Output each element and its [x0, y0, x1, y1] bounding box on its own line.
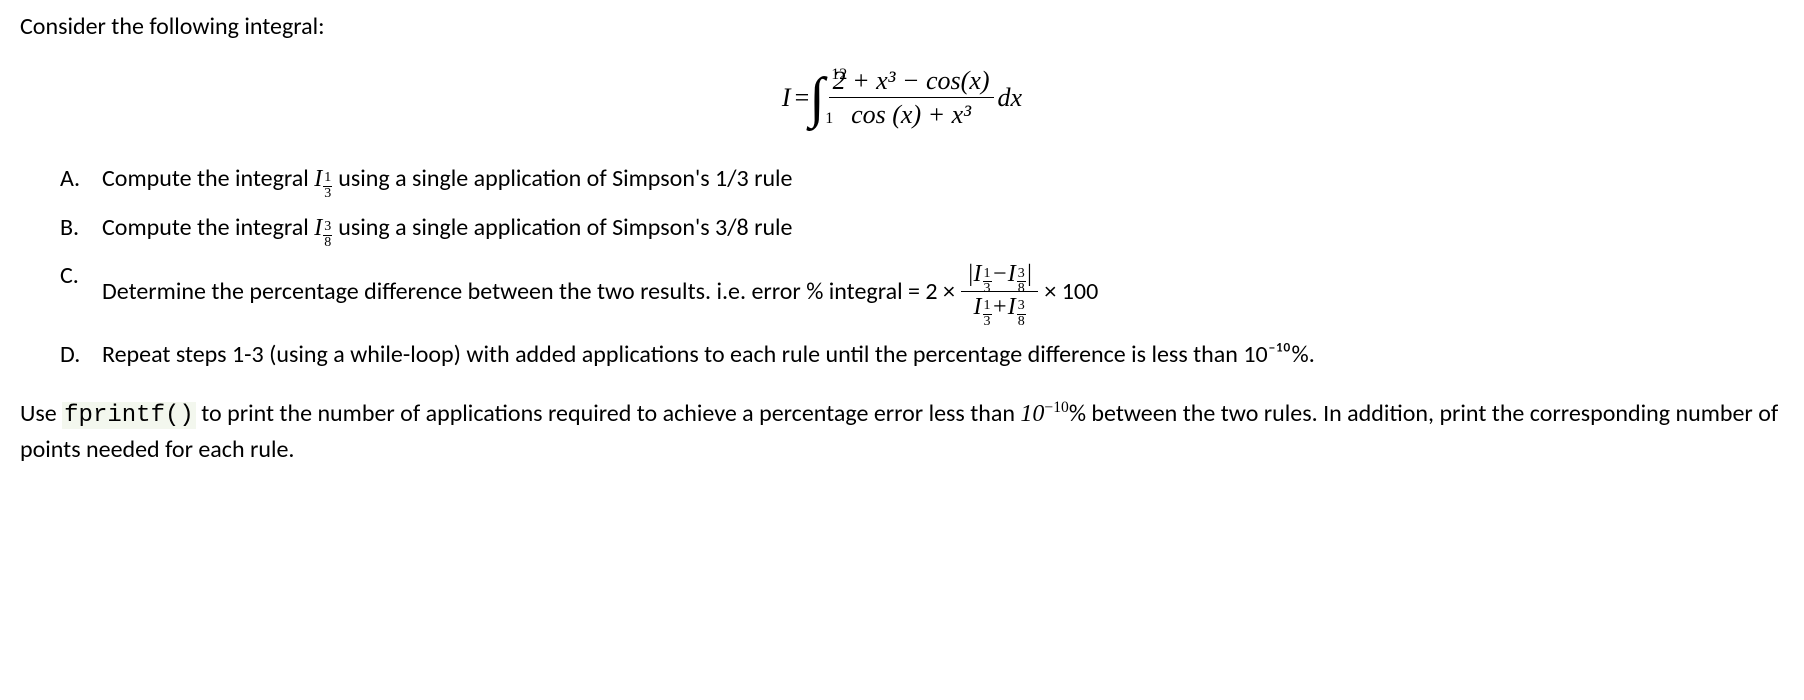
item-B-before: Compute the integral — [102, 213, 314, 242]
ten-to-minus-ten: 10−10 — [1020, 401, 1068, 427]
integrand-fraction: 2 + x³ − cos(x) cos (x) + x³ — [829, 64, 994, 133]
item-C-after: × 100 — [1044, 275, 1098, 309]
I38-symbol: I38 — [314, 215, 338, 241]
I: I — [974, 294, 982, 320]
equals: = — [795, 80, 810, 116]
n: 1 — [983, 267, 992, 283]
item-C-before: Determine the percentage difference betw… — [102, 275, 955, 309]
d: 3 — [983, 315, 992, 330]
d: 8 — [1017, 282, 1026, 297]
abs-close: | — [1026, 261, 1033, 287]
den-expr: cos (x) + x³ — [851, 100, 971, 129]
question-list: A. Compute the integral I13 using a sing… — [20, 162, 1784, 371]
item-A: A. Compute the integral I13 using a sing… — [60, 162, 1784, 197]
base: 10 — [1020, 401, 1044, 427]
item-B: B. Compute the integral I38 using a sing… — [60, 211, 1784, 246]
I13-symbol: I13 — [314, 166, 338, 192]
plus: + — [992, 294, 1008, 320]
I: I — [1008, 261, 1016, 287]
error-fraction: |I13−I38| I13+I38 — [961, 259, 1038, 323]
upper-bound: 12 — [831, 64, 847, 86]
d: 8 — [1017, 315, 1026, 330]
sub-num: 1 — [323, 171, 332, 187]
item-C: C. Determine the percentage difference b… — [60, 259, 1784, 323]
item-B-after: using a single application of Simpson's … — [338, 213, 792, 242]
item-D-letter: D. — [60, 338, 102, 372]
item-C-body: Determine the percentage difference betw… — [102, 259, 1784, 323]
item-B-letter: B. — [60, 211, 102, 245]
sub-38: 38 — [323, 220, 332, 250]
item-A-after: using a single application of Simpson's … — [338, 164, 792, 193]
error-num: |I13−I38| — [961, 259, 1038, 292]
fprintf-code: fprintf() — [62, 402, 196, 429]
I-letter: I — [314, 215, 322, 241]
item-C-letter: C. — [60, 259, 102, 293]
integral-equation: I = ∫ 12 1 2 + x³ − cos(x) cos (x) + x³ … — [20, 64, 1784, 133]
final-after-1: to print the number of applications requ… — [196, 399, 1021, 428]
integral-sign: ∫ 12 1 — [809, 70, 824, 126]
sub-den: 8 — [323, 236, 332, 251]
exp: −10 — [1044, 399, 1068, 416]
sub-13: 13 — [323, 171, 332, 201]
d: 3 — [983, 282, 992, 297]
dx: dx — [998, 80, 1023, 116]
final-instruction: Use fprintf() to print the number of app… — [20, 397, 1784, 466]
I: I — [1008, 294, 1016, 320]
minus: − — [992, 261, 1008, 287]
n: 3 — [1017, 299, 1026, 315]
abs-open: | — [967, 261, 974, 287]
n: 1 — [983, 299, 992, 315]
denominator: cos (x) + x³ — [847, 98, 975, 132]
item-B-body: Compute the integral I38 using a single … — [102, 211, 1784, 246]
item-A-before: Compute the integral — [102, 164, 314, 193]
item-A-body: Compute the integral I13 using a single … — [102, 162, 1784, 197]
sub-den: 3 — [323, 187, 332, 202]
item-D-body: Repeat steps 1-3 (using a while-loop) wi… — [102, 338, 1784, 372]
percent-sign: % — [1069, 399, 1086, 428]
item-A-letter: A. — [60, 162, 102, 196]
numerator: 2 + x³ − cos(x) — [829, 64, 994, 99]
I: I — [974, 261, 982, 287]
prompt-text: Consider the following integral: — [20, 10, 1784, 44]
lhs-I: I — [782, 80, 791, 116]
final-before-code: Use — [20, 399, 62, 428]
item-D: D. Repeat steps 1-3 (using a while-loop)… — [60, 338, 1784, 372]
n: 3 — [1017, 267, 1026, 283]
num-expr: 2 + x³ − cos(x) — [833, 66, 990, 95]
I-letter: I — [314, 166, 322, 192]
sub-num: 3 — [323, 220, 332, 236]
lower-bound: 1 — [825, 108, 833, 130]
